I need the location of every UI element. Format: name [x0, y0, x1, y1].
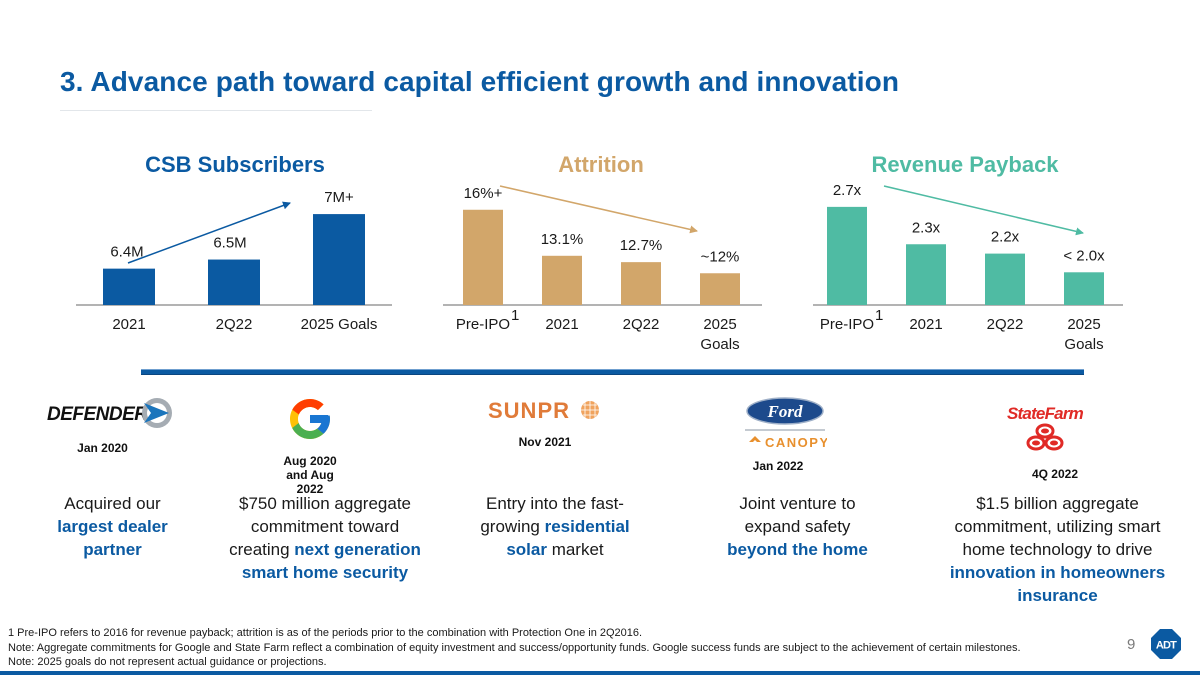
svg-text:ADT: ADT: [1156, 640, 1177, 652]
footnote-2: Note: Aggregate commitments for Google a…: [8, 641, 1021, 654]
category-label: 2025: [1067, 316, 1100, 333]
footnote-1: 1 Pre-IPO refers to 2016 for revenue pay…: [8, 627, 643, 639]
category-label: 2025: [703, 316, 736, 333]
bar: [313, 214, 365, 305]
partner-description-defenders: Acquired our largest dealer partner: [35, 492, 190, 561]
partner-google: Aug 2020 and Aug 2022: [255, 395, 365, 496]
footnote-superscript: 1: [875, 307, 883, 324]
partner-sunpro: SUNPR Nov 2021: [485, 396, 605, 449]
page-number: 9: [1127, 636, 1136, 653]
footnotes: 1 Pre-IPO refers to 2016 for revenue pay…: [8, 626, 1021, 670]
data-label: 16%+: [464, 185, 503, 202]
bar: [906, 244, 946, 305]
chart-title-csb-subscribers: CSB Subscribers: [145, 152, 325, 177]
category-label: Goals: [1064, 336, 1103, 353]
data-label: 2.2x: [991, 229, 1020, 246]
category-label: 2Q22: [216, 316, 253, 333]
bar: [1064, 272, 1104, 305]
data-label: < 2.0x: [1063, 247, 1105, 264]
partner-description-state-farm: $1.5 billion aggregate commitment, utili…: [945, 492, 1170, 607]
description-text: Joint venture to expand safety: [739, 494, 856, 536]
data-label: 12.7%: [620, 237, 663, 254]
description-highlight: beyond the home: [727, 540, 868, 559]
description-highlight: largest dealer partner: [57, 517, 168, 559]
category-label: 2025 Goals: [301, 316, 378, 333]
footer-bar: [0, 671, 1200, 675]
svg-text:SUNPR: SUNPR: [488, 398, 570, 423]
footnote-superscript: 1: [511, 307, 519, 324]
footnote-3: Note: 2025 goals do not represent actual…: [8, 656, 327, 668]
partner-date-ford-canopy: Jan 2022: [752, 459, 804, 473]
description-highlight: residential solar: [506, 517, 630, 559]
description-text: $1.5 billion aggregate commitment, utili…: [954, 494, 1161, 559]
ford-canopy-logo-icon: Ford CANOPY: [745, 397, 828, 450]
bar: [208, 259, 260, 305]
category-label: 2021: [112, 316, 145, 333]
trend-arrow: [883, 185, 1084, 236]
partner-date-sunpro: Nov 2021: [518, 435, 572, 449]
partner-defenders: DEFENDERS Jan 2020: [40, 396, 175, 455]
bar: [621, 262, 661, 305]
bar: [103, 268, 155, 305]
trend-arrow: [127, 201, 291, 264]
title-underline: [60, 110, 372, 111]
description-text: Entry into the fast-growing: [480, 494, 624, 536]
category-label: Pre-IPO: [820, 316, 874, 333]
partner-ford-canopy: Ford CANOPY Jan 2022: [735, 396, 835, 473]
section-divider: [141, 369, 1084, 375]
data-label: 13.1%: [541, 231, 584, 248]
trend-arrow: [499, 185, 698, 234]
data-label: ~12%: [701, 248, 740, 265]
chart-title-attrition: Attrition: [558, 152, 644, 177]
data-label: 6.5M: [213, 235, 246, 252]
description-highlight: next generation smart home security: [241, 540, 421, 582]
data-label: 2.3x: [912, 219, 941, 236]
partner-description-sunpro: Entry into the fast-growing residential …: [470, 492, 640, 561]
partner-description-google: $750 million aggregate commitment toward…: [220, 492, 430, 584]
defenders-logo-icon: DEFENDERS: [47, 398, 172, 428]
bar: [463, 209, 503, 305]
description-highlight: innovation in homeowners insurance: [949, 563, 1166, 605]
category-label: Goals: [700, 336, 739, 353]
bar: [827, 206, 867, 305]
category-label: 2021: [545, 316, 578, 333]
category-label: 2Q22: [623, 316, 660, 333]
partner-date-state-farm: 4Q 2022: [1031, 467, 1079, 481]
chart-title-revenue-payback: Revenue Payback: [871, 152, 1059, 177]
partner-description-ford-canopy: Joint venture to expand safety beyond th…: [725, 492, 870, 561]
bar: [700, 273, 740, 305]
category-label: 2Q22: [987, 316, 1024, 333]
bar: [985, 253, 1025, 305]
adt-logo-icon: ADT: [1151, 629, 1181, 659]
partner-date-google: Aug 2020 and Aug 2022: [283, 454, 337, 496]
svg-text:CANOPY: CANOPY: [765, 435, 827, 450]
description-text: market: [546, 540, 604, 559]
partner-state-farm: StateFarm 4Q 2022: [995, 402, 1095, 481]
svg-text:StateFarm: StateFarm: [1007, 404, 1084, 423]
state-farm-logo-icon: StateFarm: [1007, 404, 1084, 451]
sunpro-logo-icon: SUNPR: [488, 398, 599, 423]
svg-text:Ford: Ford: [767, 402, 803, 421]
charts-area: 6.4M 2021 6.5M 2Q22 7M+ 2025 Goals 16%+ Pre-IPO…: [76, 182, 1123, 353]
svg-text:DEFENDERS: DEFENDERS: [47, 404, 161, 425]
description-text: Acquired our: [64, 494, 161, 513]
partner-date-defenders: Jan 2020: [77, 441, 128, 455]
data-label: 2.7x: [833, 182, 862, 199]
category-label: Pre-IPO: [456, 316, 510, 333]
google-logo-icon: [290, 399, 330, 439]
data-label: 6.4M: [110, 244, 143, 261]
category-label: 2021: [909, 316, 942, 333]
data-label: 7M+: [324, 189, 354, 206]
page-title: 3. Advance path toward capital efficient…: [60, 66, 900, 97]
description-text: $750 million aggregate commitment toward…: [229, 494, 411, 559]
bar: [542, 255, 582, 305]
